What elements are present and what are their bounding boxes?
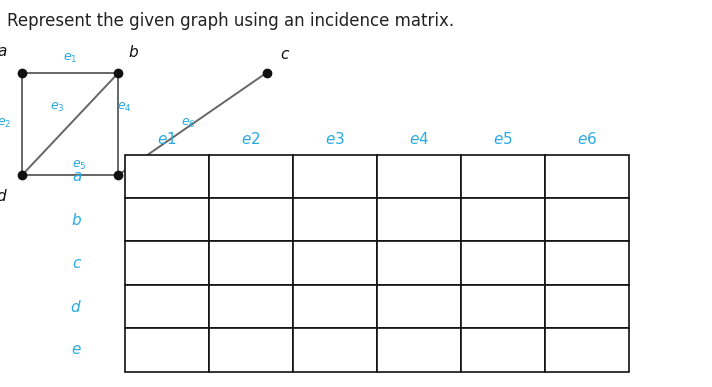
Text: $\mathit{e}$: $\mathit{e}$ (128, 188, 139, 203)
Text: $e5$: $e5$ (493, 131, 513, 147)
Text: $e_{1}$: $e_{1}$ (63, 52, 78, 65)
Text: $\mathit{b}$: $\mathit{b}$ (128, 44, 139, 60)
Text: $e2$: $e2$ (241, 131, 261, 147)
Text: $\mathit{e}$: $\mathit{e}$ (71, 342, 82, 357)
Text: $e_{2}$: $e_{2}$ (0, 117, 11, 130)
Text: $e_{6}$: $e_{6}$ (182, 117, 197, 130)
Text: Represent the given graph using an incidence matrix.: Represent the given graph using an incid… (7, 12, 454, 30)
Text: $\mathit{d}$: $\mathit{d}$ (0, 188, 8, 204)
Text: $e_{3}$: $e_{3}$ (50, 101, 65, 114)
Text: $e_{5}$: $e_{5}$ (73, 159, 87, 172)
Text: $\mathit{b}$: $\mathit{b}$ (71, 212, 82, 228)
Text: $e6$: $e6$ (577, 131, 597, 147)
Text: $\mathit{c}$: $\mathit{c}$ (72, 256, 82, 271)
Text: $e1$: $e1$ (157, 131, 177, 147)
Text: $\mathit{a}$: $\mathit{a}$ (71, 169, 82, 184)
Text: $e4$: $e4$ (409, 131, 429, 147)
Text: $e_{4}$: $e_{4}$ (117, 101, 132, 114)
Text: $e3$: $e3$ (325, 131, 345, 147)
Text: $\mathit{c}$: $\mathit{c}$ (280, 47, 290, 62)
Text: $\mathit{d}$: $\mathit{d}$ (70, 298, 82, 315)
Text: $\mathit{a}$: $\mathit{a}$ (0, 45, 7, 59)
